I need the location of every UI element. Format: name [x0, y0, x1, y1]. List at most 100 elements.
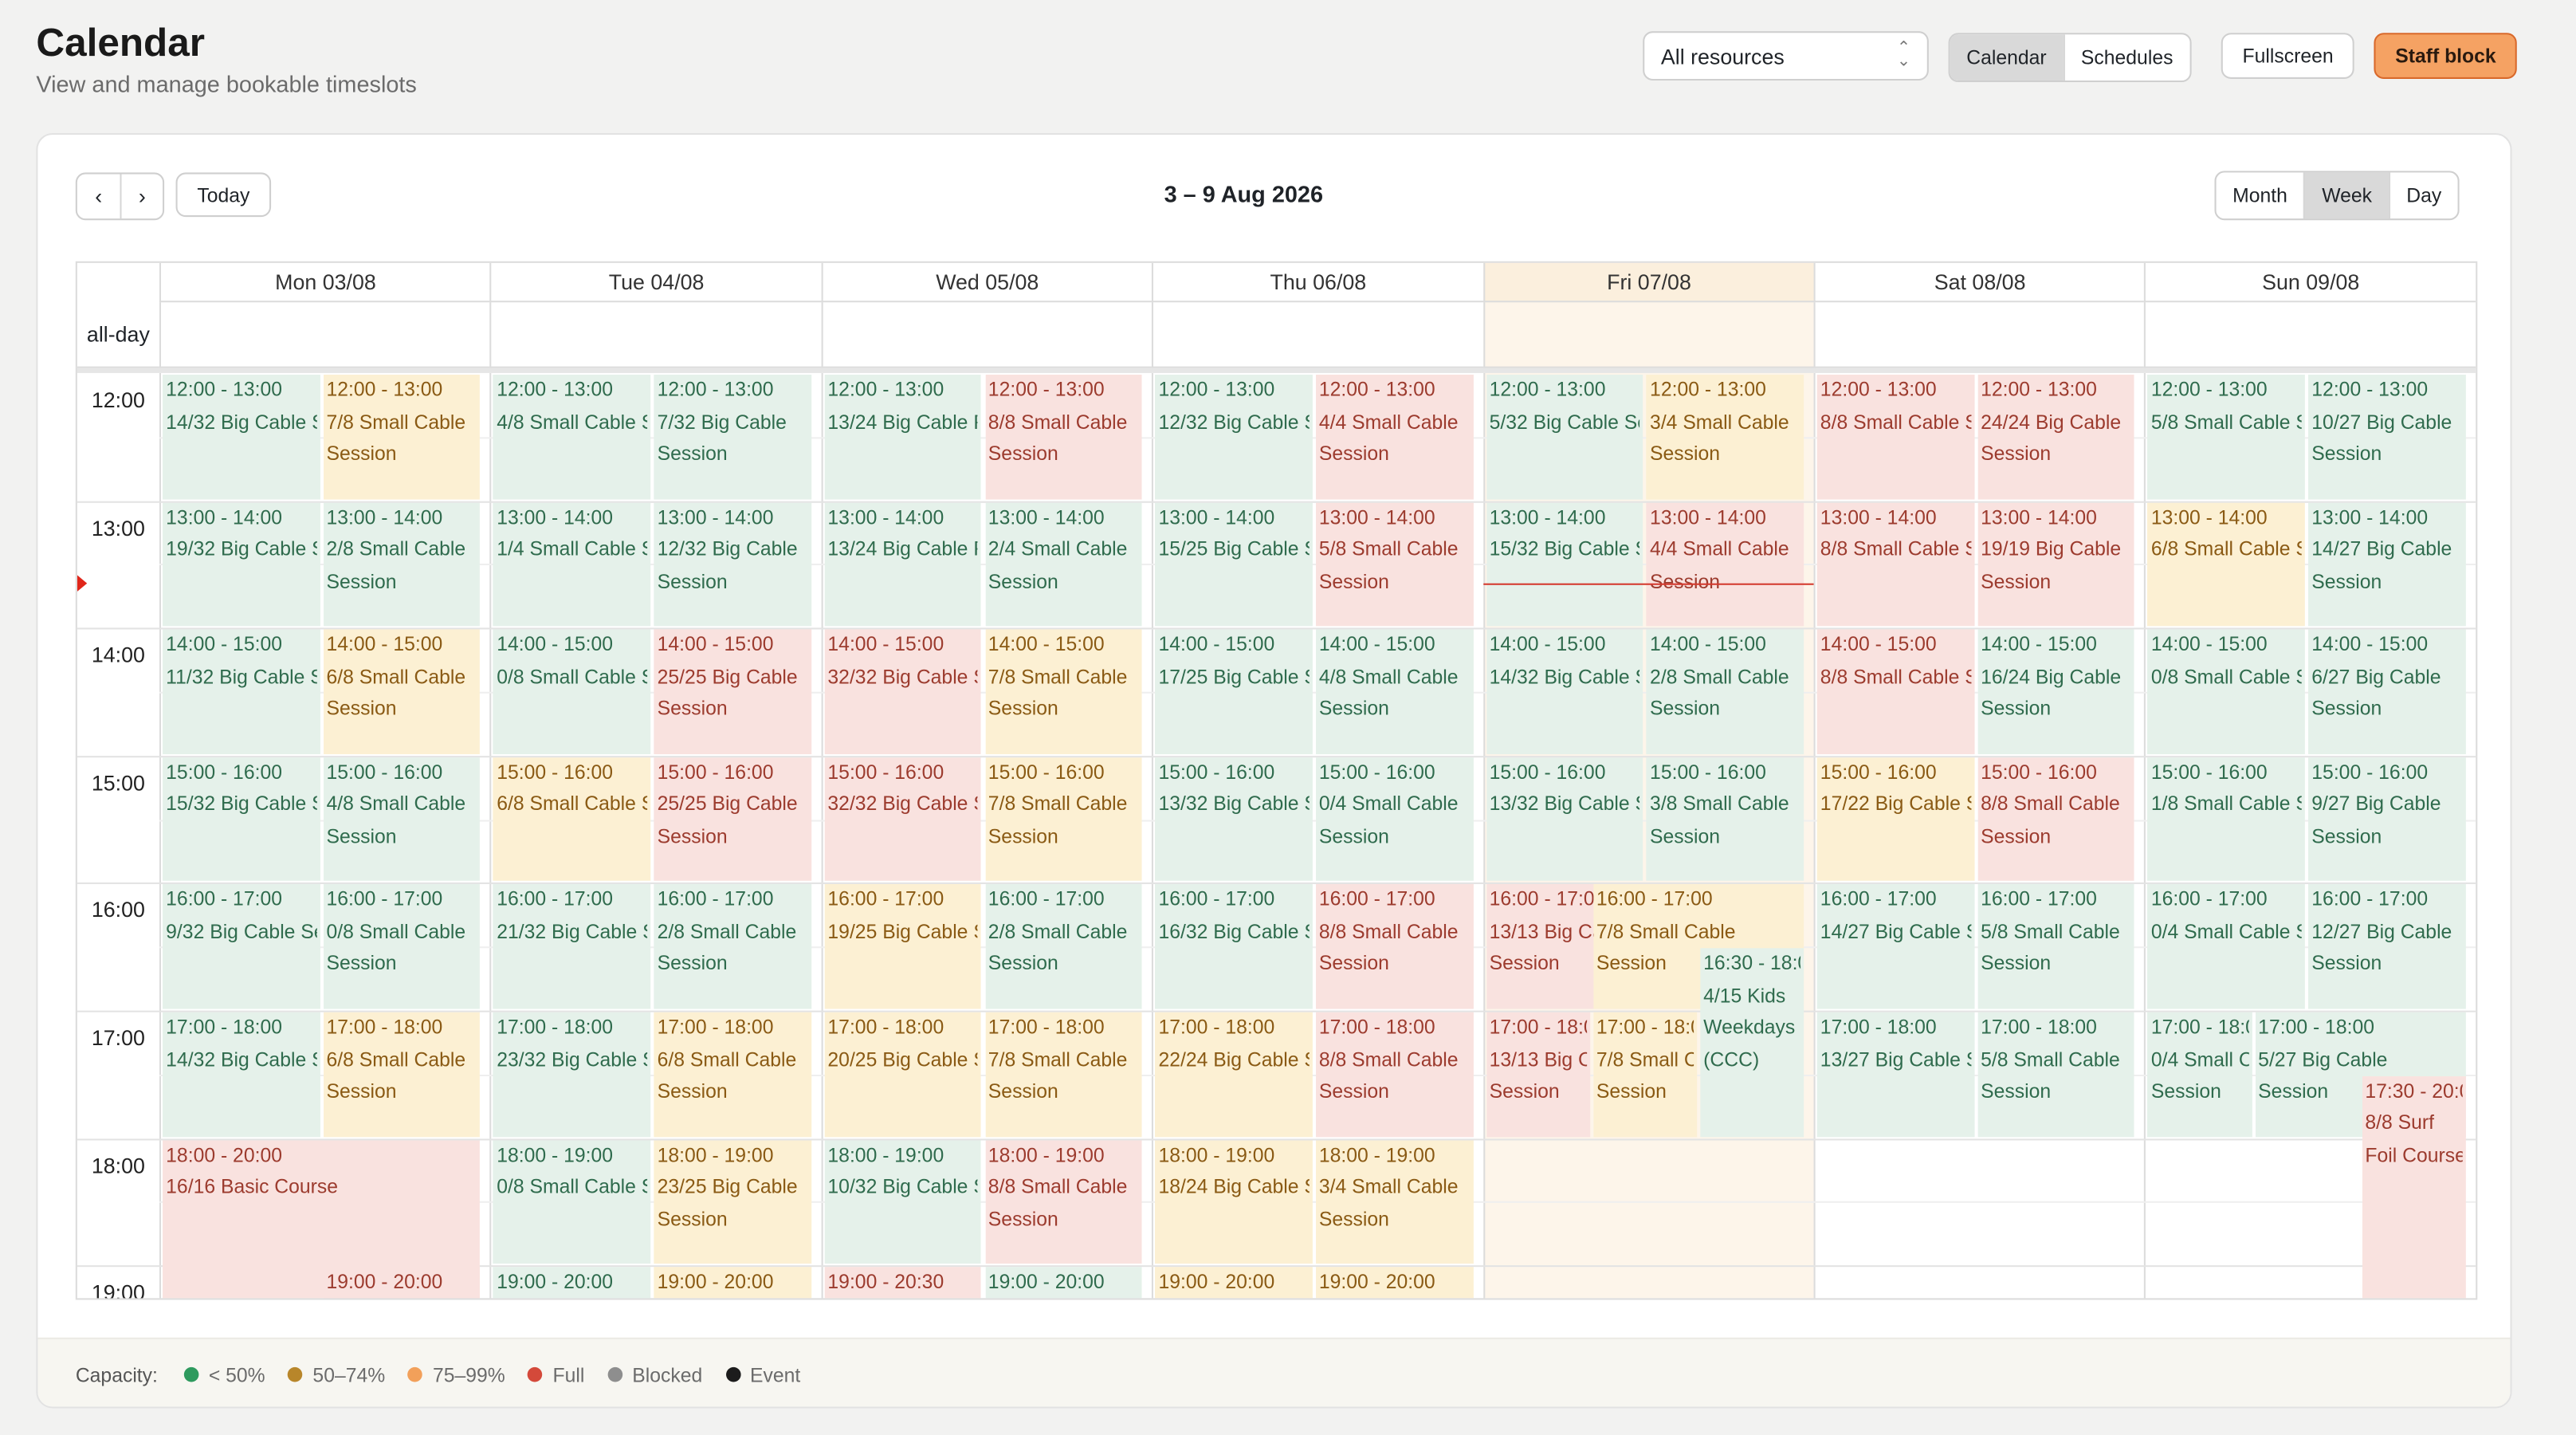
next-week-button[interactable]: › — [120, 174, 163, 219]
timeslot-event[interactable]: 14:00 - 15:00 17/25 Big Cable Session — [1155, 629, 1313, 754]
timeslot-event[interactable]: 12:00 - 13:00 12/32 Big Cable Session — [1155, 374, 1313, 499]
timeslot-event[interactable]: 15:00 - 16:00 7/8 Small Cable Session — [984, 757, 1142, 882]
timeslot-event[interactable]: 18:00 - 19:00 10/32 Big Cable Session — [824, 1139, 982, 1264]
timeslot-event[interactable]: 15:00 - 16:00 8/8 Small Cable Session — [1977, 757, 2135, 882]
timeslot-event[interactable]: 16:00 - 17:00 12/27 Big Cable Session — [2308, 884, 2466, 1009]
timeslot-event[interactable]: 16:00 - 17:00 0/4 Small Cable Session — [2147, 884, 2306, 1009]
mode-week[interactable]: Week — [2303, 172, 2389, 219]
timeslot-event[interactable]: 13:00 - 14:00 14/27 Big Cable Session — [2308, 501, 2466, 627]
timeslot-event[interactable]: 14:00 - 15:00 11/32 Big Cable Session — [163, 629, 320, 754]
timeslot-event[interactable]: 14:00 - 15:00 6/27 Big Cable Session — [2308, 629, 2466, 754]
timeslot-event[interactable]: 14:00 - 15:00 8/8 Small Cable Session — [1816, 629, 1974, 754]
today-button[interactable]: Today — [175, 172, 272, 218]
timeslot-event[interactable]: 12:00 - 13:00 4/8 Small Cable Session — [493, 374, 651, 499]
timeslot-event[interactable]: 17:00 - 18:00 23/32 Big Cable Session — [493, 1012, 651, 1137]
tab-schedules[interactable]: Schedules — [2063, 34, 2189, 81]
mode-day[interactable]: Day — [2388, 172, 2458, 219]
timeslot-event[interactable]: 12:00 - 13:00 24/24 Big Cable Session — [1977, 374, 2135, 499]
timeslot-event[interactable]: 15:00 - 16:00 25/25 Big Cable Session — [654, 757, 811, 882]
timeslot-event[interactable]: 12:00 - 13:00 7/32 Big Cable Session — [654, 374, 811, 499]
timeslot-event[interactable]: 17:00 - 18:00 5/8 Small Cable Session — [1977, 1012, 2135, 1137]
allday-cell[interactable] — [2144, 302, 2476, 368]
allday-cell[interactable] — [1482, 302, 1814, 368]
timeslot-event[interactable]: 15:00 - 16:00 0/4 Small Cable Session — [1315, 757, 1474, 882]
day-header[interactable]: Mon 03/08 — [159, 262, 491, 303]
timeslot-event[interactable]: 18:00 - 19:00 18/24 Big Cable Session — [1155, 1139, 1313, 1264]
timeslot-event[interactable]: 15:00 - 16:00 15/32 Big Cable Session — [163, 757, 320, 882]
timeslot-event[interactable]: 14:00 - 15:00 16/24 Big Cable Session — [1977, 629, 2135, 754]
timeslot-event[interactable]: 14:00 - 15:00 14/32 Big Cable Session — [1486, 629, 1643, 754]
timeslot-event[interactable]: 15:00 - 16:00 13/32 Big Cable Session — [1155, 757, 1313, 882]
day-header[interactable]: Thu 06/08 — [1152, 262, 1483, 303]
timeslot-event[interactable]: 19:00 - 20:00 — [654, 1267, 811, 1299]
allday-cell[interactable] — [490, 302, 822, 368]
timeslot-event[interactable]: 14:00 - 15:00 25/25 Big Cable Session — [654, 629, 811, 754]
day-header[interactable]: Fri 07/08 — [1482, 262, 1814, 303]
timeslot-event[interactable]: 14:00 - 15:00 7/8 Small Cable Session — [984, 629, 1142, 754]
timeslot-event[interactable]: 13:00 - 14:00 5/8 Small Cable Session — [1315, 501, 1474, 627]
timeslot-event[interactable]: 19:00 - 20:30 — [824, 1267, 982, 1299]
timeslot-event[interactable]: 19:00 - 20:00 — [323, 1267, 481, 1299]
timeslot-event[interactable]: 13:00 - 14:00 8/8 Small Cable Session — [1816, 501, 1974, 627]
timeslot-event[interactable]: 16:00 - 17:00 2/8 Small Cable Session — [654, 884, 811, 1009]
timeslot-event[interactable]: 18:00 - 19:00 0/8 Small Cable Session — [493, 1139, 651, 1264]
mode-month[interactable]: Month — [2232, 183, 2287, 207]
timeslot-event[interactable]: 16:00 - 17:00 0/8 Small Cable Session — [323, 884, 481, 1009]
timeslot-event[interactable]: 12:00 - 13:00 14/32 Big Cable Session — [163, 374, 320, 499]
timeslot-event[interactable]: 18:00 - 19:00 23/25 Big Cable Session — [654, 1139, 811, 1264]
timeslot-event[interactable]: 16:00 - 17:00 14/27 Big Cable Session — [1816, 884, 1974, 1009]
allday-cell[interactable] — [1152, 302, 1483, 368]
timeslot-event[interactable]: 12:00 - 13:00 13/24 Big Cable Foil Sessio… — [824, 374, 982, 499]
timeslot-event[interactable]: 12:00 - 13:00 8/8 Small Cable Session — [984, 374, 1142, 499]
timeslot-event[interactable]: 16:00 - 17:00 19/25 Big Cable Session — [824, 884, 982, 1009]
timeslot-event[interactable]: 15:00 - 16:00 9/27 Big Cable Session — [2308, 757, 2466, 882]
allday-cell[interactable] — [821, 302, 1153, 368]
allday-cell[interactable] — [159, 302, 491, 368]
resource-select[interactable]: All resources ⌃ ⌄ — [1643, 31, 1929, 81]
timeslot-event[interactable]: 18:00 - 19:00 3/4 Small Cable Session — [1315, 1139, 1474, 1264]
timeslot-event[interactable]: 12:00 - 13:00 7/8 Small Cable Session — [323, 374, 481, 499]
timeslot-event[interactable]: 15:00 - 16:00 3/8 Small Cable Session — [1646, 757, 1804, 882]
timeslot-event[interactable]: 13:00 - 14:00 13/24 Big Cable Foil Sessio… — [824, 501, 982, 627]
timeslot-event[interactable]: 17:00 - 18:00 0/4 Small Cable Session — [2147, 1012, 2252, 1137]
day-header[interactable]: Sat 08/08 — [1813, 262, 2145, 303]
timeslot-event[interactable]: 15:00 - 16:00 1/8 Small Cable Session — [2147, 757, 2306, 882]
timeslot-event[interactable]: 14:00 - 15:00 2/8 Small Cable Session — [1646, 629, 1804, 754]
timeslot-event[interactable]: 17:00 - 18:00 7/8 Small Cable Session — [984, 1012, 1142, 1137]
timeslot-event[interactable]: 17:00 - 18:00 13/13 Big Cable Session — [1486, 1012, 1590, 1137]
day-header[interactable]: Tue 04/08 — [490, 262, 822, 303]
timeslot-event[interactable]: 15:00 - 16:00 6/8 Small Cable Session — [493, 757, 651, 882]
timeslot-event[interactable]: 12:00 - 13:00 3/4 Small Cable Session — [1646, 374, 1804, 499]
timeslot-event[interactable]: 16:00 - 17:00 9/32 Big Cable Session — [163, 884, 320, 1009]
timeslot-event[interactable]: 16:00 - 17:00 5/8 Small Cable Session — [1977, 884, 2135, 1009]
timeslot-event[interactable]: 17:00 - 18:00 6/8 Small Cable Session — [323, 1012, 481, 1137]
timeslot-event[interactable]: 14:00 - 15:00 32/32 Big Cable Session — [824, 629, 982, 754]
timeslot-event[interactable]: 16:00 - 17:00 7/8 Small Cable Session — [1592, 884, 1804, 1009]
fullscreen-button[interactable]: Fullscreen — [2221, 33, 2355, 79]
timeslot-event[interactable]: 13:00 - 14:00 19/19 Big Cable Session — [1977, 501, 2135, 627]
tab-calendar[interactable]: Calendar — [1950, 34, 2064, 81]
timeslot-event[interactable]: 19:00 - 20:00 — [984, 1267, 1142, 1299]
timeslot-event[interactable]: 16:00 - 17:00 2/8 Small Cable Session — [984, 884, 1142, 1009]
timeslot-event[interactable]: 13:00 - 14:00 15/25 Big Cable Session — [1155, 501, 1313, 627]
timeslot-event[interactable]: 16:00 - 17:00 21/32 Big Cable Session — [493, 884, 651, 1009]
timeslot-event[interactable]: 15:00 - 16:00 13/32 Big Cable Session — [1486, 757, 1643, 882]
timeslot-event[interactable]: 17:00 - 18:00 14/32 Big Cable Session — [163, 1012, 320, 1137]
timeslot-event[interactable]: 16:30 - 18:00 4/15 Kids Weekdays (CCC) — [1700, 948, 1804, 1137]
timeslot-event[interactable]: 12:00 - 13:00 8/8 Small Cable Session — [1816, 374, 1974, 499]
timeslot-event[interactable]: 17:00 - 18:00 20/25 Big Cable Session — [824, 1012, 982, 1137]
timeslot-event[interactable]: 13:00 - 14:00 2/4 Small Cable Session — [984, 501, 1142, 627]
timeslot-event[interactable]: 12:00 - 13:00 5/8 Small Cable Session — [2147, 374, 2306, 499]
staff-block-button[interactable]: Staff block — [2374, 33, 2518, 79]
timeslot-event[interactable]: 15:00 - 16:00 17/22 Big Cable Session — [1816, 757, 1974, 882]
timeslot-event[interactable]: 14:00 - 15:00 0/8 Small Cable Session — [2147, 629, 2306, 754]
timeslot-event[interactable]: 17:00 - 18:00 6/8 Small Cable Session — [654, 1012, 811, 1137]
timeslot-event[interactable]: 15:00 - 16:00 32/32 Big Cable Session — [824, 757, 982, 882]
timeslot-event[interactable]: 17:30 - 20:00 8/8 Surf Foil Course — [2362, 1075, 2466, 1299]
timeslot-event[interactable]: 17:00 - 18:00 8/8 Small Cable Session — [1315, 1012, 1474, 1137]
timeslot-event[interactable]: 17:00 - 18:00 7/8 Small Cable Session — [1592, 1012, 1697, 1137]
timeslot-event[interactable]: 13:00 - 14:00 12/32 Big Cable Session — [654, 501, 811, 627]
timeslot-event[interactable]: 13:00 - 14:00 19/32 Big Cable Session — [163, 501, 320, 627]
timeslot-event[interactable]: 13:00 - 14:00 1/4 Small Cable Session — [493, 501, 651, 627]
timeslot-event[interactable]: 14:00 - 15:00 6/8 Small Cable Session — [323, 629, 481, 754]
